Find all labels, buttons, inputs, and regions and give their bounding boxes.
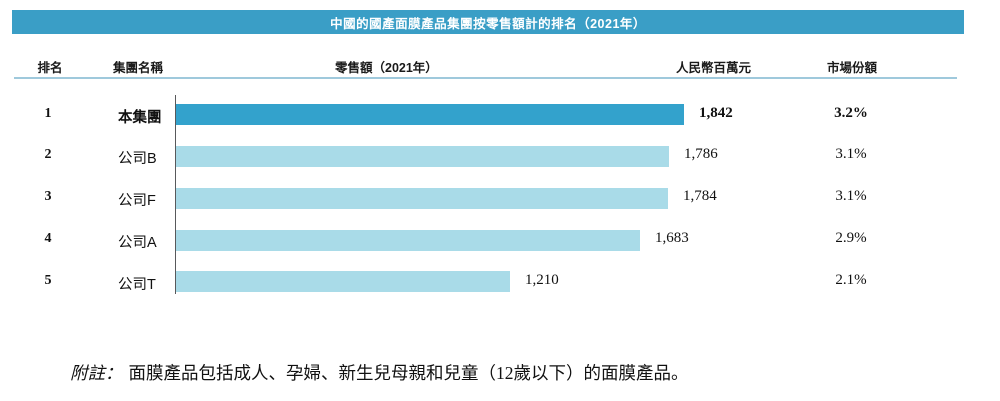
- group-name: 公司B: [118, 151, 157, 168]
- group-name: 公司A: [118, 235, 157, 252]
- bar-公司F: [176, 187, 668, 209]
- market-share-value: 2.9%: [835, 230, 867, 247]
- market-share-value: 2.1%: [835, 271, 867, 288]
- chart-title-bar: 中國的國產面膜產品集團按零售額計的排名（2021年）: [12, 10, 964, 34]
- rank-value: 5: [44, 272, 52, 288]
- chart-axis-line: [175, 95, 176, 294]
- bar-value-label: 1,784: [683, 188, 717, 205]
- group-name: 公司T: [118, 276, 156, 293]
- rank-value: 2: [44, 147, 52, 163]
- bar-公司A: [176, 229, 640, 251]
- market-share-value: 3.1%: [835, 146, 867, 163]
- market-share-value: 3.1%: [835, 188, 867, 205]
- column-header-rank: 排名: [37, 61, 63, 75]
- column-header-retail: 零售額（2021年）: [335, 61, 438, 75]
- header-rule-line: [14, 77, 957, 79]
- group-name: 公司F: [118, 193, 156, 210]
- footnote: 附註： 面膜產品包括成人、孕婦、新生兒母親和兒童（12歲以下）的面膜產品。: [70, 360, 689, 385]
- bar-公司T: [176, 271, 510, 293]
- rank-value: 1: [44, 105, 52, 121]
- column-header-share: 市場份額: [827, 61, 878, 75]
- bar-value-label: 1,786: [684, 146, 718, 163]
- group-name: 本集團: [118, 109, 162, 126]
- bar-公司B: [176, 145, 669, 167]
- column-header-group: 集團名稱: [113, 61, 164, 75]
- chart-title: 中國的國產面膜產品集團按零售額計的排名（2021年）: [330, 16, 646, 31]
- bar-value-label: 1,210: [525, 271, 559, 288]
- bar-value-label: 1,683: [655, 230, 689, 247]
- rank-value: 3: [44, 189, 52, 205]
- footnote-text: 面膜產品包括成人、孕婦、新生兒母親和兒童（12歲以下）的面膜產品。: [128, 363, 689, 383]
- market-share-value: 3.2%: [834, 104, 868, 121]
- bar-value-label: 1,842: [699, 104, 733, 121]
- footnote-label: 附註：: [70, 363, 123, 383]
- rank-value: 4: [44, 231, 52, 247]
- column-header-unit: 人民幣百萬元: [676, 61, 752, 75]
- bar-本集團: [176, 104, 684, 125]
